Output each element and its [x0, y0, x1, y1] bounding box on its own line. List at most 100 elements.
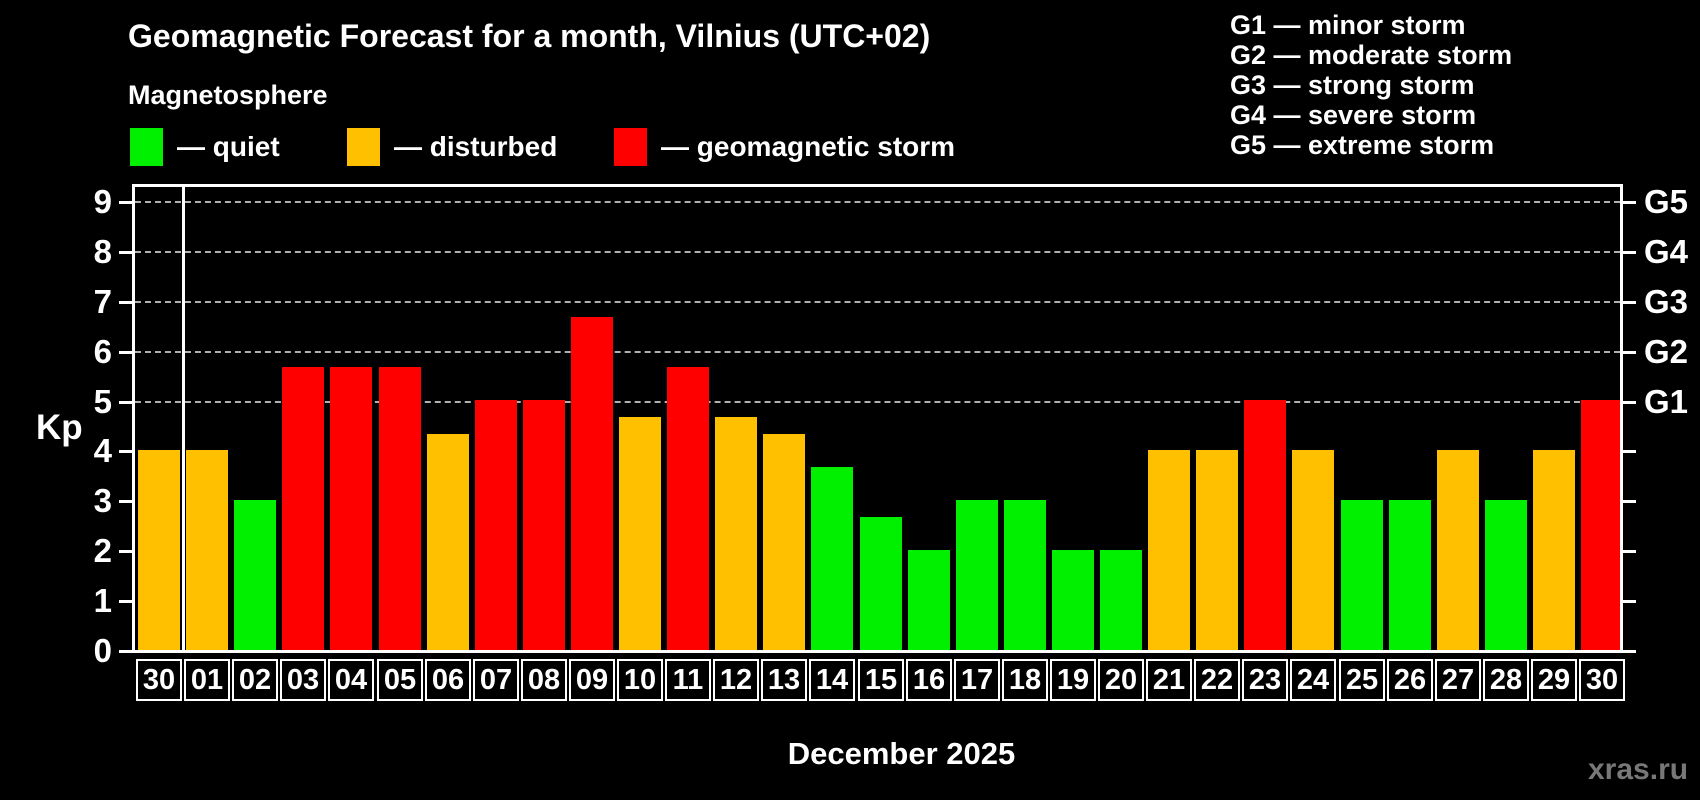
subtitle-magnetosphere: Magnetosphere [128, 80, 328, 110]
kp-bar-day-25 [1341, 500, 1383, 650]
y-axis-label-1: 1 [93, 582, 112, 619]
x-axis-day-box: 29 [1531, 659, 1577, 701]
y-axis-tick-left-4 [119, 450, 132, 453]
y-axis-tick-left-0 [119, 650, 132, 653]
x-axis-day-box: 28 [1483, 659, 1529, 701]
kp-bar-day-04 [330, 367, 372, 650]
kp-bar-day-06 [427, 434, 469, 650]
x-axis-day-box: 03 [280, 659, 326, 701]
x-axis-day-box: 01 [184, 659, 230, 701]
kp-bar-day-05 [379, 367, 421, 650]
x-axis-title-month: December 2025 [787, 736, 1016, 771]
y-axis-label-3: 3 [93, 482, 112, 519]
kp-bar-day-26 [1389, 500, 1431, 650]
g-axis-label-g4: G4 [1644, 233, 1689, 270]
y-axis-tick-right-3 [1623, 500, 1636, 503]
y-axis-label-7: 7 [93, 283, 112, 320]
g-scale-item-g2: G2 — moderate storm [1230, 40, 1513, 70]
kp-bar-day-30 [1581, 400, 1623, 650]
y-axis-tick-left-3 [119, 500, 132, 503]
y-axis-label-0: 0 [93, 632, 112, 669]
kp-bar-day-27 [1437, 450, 1479, 650]
y-axis-label-9: 9 [93, 183, 112, 220]
x-axis-day-box: 06 [425, 659, 471, 701]
y-axis-tick-left-2 [119, 550, 132, 553]
kp-bar-day-10 [619, 417, 661, 650]
kp-bar-day-03 [282, 367, 324, 650]
legend-item-storm: — geomagnetic storm [614, 126, 955, 168]
y-axis-label-2: 2 [93, 532, 112, 569]
legend-label-quiet: — quiet [177, 131, 280, 162]
kp-bar-day-13 [763, 434, 805, 650]
y-axis-tick-right-1 [1623, 600, 1636, 603]
gridline-kp-9 [135, 201, 1620, 203]
y-axis-tick-left-6 [119, 351, 132, 354]
x-axis-day-box: 30 [1579, 659, 1625, 701]
x-axis-day-box: 26 [1387, 659, 1433, 701]
x-axis-day-box: 08 [521, 659, 567, 701]
y-axis-tick-right-9 [1623, 201, 1636, 204]
x-axis-day-box: 18 [1002, 659, 1048, 701]
y-axis-label-5: 5 [93, 383, 112, 420]
quiet-color-swatch [130, 128, 163, 166]
x-axis-day-box: 23 [1242, 659, 1288, 701]
x-axis-day-box: 30 [136, 659, 182, 701]
y-axis-tick-right-7 [1623, 301, 1636, 304]
legend-item-quiet: — quiet [130, 126, 280, 168]
y-axis-tick-right-6 [1623, 351, 1636, 354]
kp-bar-day-07 [475, 400, 517, 650]
x-axis-day-box: 24 [1290, 659, 1336, 701]
y-axis-tick-left-9 [119, 201, 132, 204]
y-axis-tick-left-1 [119, 600, 132, 603]
kp-bar-day-12 [715, 417, 757, 650]
page-title: Geomagnetic Forecast for a month, Vilniu… [128, 18, 931, 54]
y-axis-tick-right-4 [1623, 450, 1636, 453]
kp-bar-day-23 [1244, 400, 1286, 650]
x-axis-day-box: 19 [1050, 659, 1096, 701]
x-axis-day-box: 17 [954, 659, 1000, 701]
kp-bar-day-01 [186, 450, 228, 650]
y-axis-label-6: 6 [93, 333, 112, 370]
y-axis-tick-left-5 [119, 401, 132, 404]
y-axis-tick-right-8 [1623, 251, 1636, 254]
g-scale-item-g1: G1 — minor storm [1230, 10, 1466, 40]
watermark-xras: xras.ru [1588, 753, 1689, 786]
kp-bar-day-16 [908, 550, 950, 650]
y-axis-label-8: 8 [93, 233, 112, 270]
g-scale-item-g3: G3 — strong storm [1230, 70, 1475, 100]
g-scale-legend: G1 — minor storm G2 — moderate storm G3 … [1230, 10, 1512, 160]
kp-bar-day-29 [1533, 450, 1575, 650]
storm-color-swatch [614, 128, 647, 166]
gridline-kp-7 [135, 301, 1620, 303]
x-axis-day-box: 12 [713, 659, 759, 701]
kp-bar-day-22 [1196, 450, 1238, 650]
x-axis-day-box: 09 [569, 659, 615, 701]
y-axis-tick-right-0 [1623, 650, 1636, 653]
kp-bar-day-30 [138, 450, 180, 650]
y-axis-tick-right-2 [1623, 550, 1636, 553]
kp-bar-day-15 [860, 517, 902, 650]
kp-bar-day-19 [1052, 550, 1094, 650]
x-axis-day-box: 13 [761, 659, 807, 701]
y-axis-title-kp: Kp [36, 408, 83, 447]
x-axis-day-box: 15 [858, 659, 904, 701]
gridline-kp-5 [135, 401, 1620, 403]
g-axis-label-g1: G1 [1644, 383, 1689, 420]
g-scale-item-g5: G5 — extreme storm [1230, 130, 1495, 160]
g-scale-item-g4: G4 — severe storm [1230, 100, 1477, 130]
legend-item-disturbed: — disturbed [347, 126, 557, 168]
gridline-kp-8 [135, 251, 1620, 253]
kp-bar-day-09 [571, 317, 613, 650]
y-axis-tick-left-7 [119, 301, 132, 304]
g-axis-label-g2: G2 [1644, 333, 1689, 370]
kp-bar-day-28 [1485, 500, 1527, 650]
gridline-kp-6 [135, 351, 1620, 353]
prev-month-separator-line [182, 187, 185, 650]
x-axis-day-box: 02 [232, 659, 278, 701]
disturbed-color-swatch [347, 128, 380, 166]
y-axis-label-4: 4 [93, 432, 112, 469]
g-axis-label-g5: G5 [1644, 183, 1689, 220]
x-axis-day-box: 04 [328, 659, 374, 701]
x-axis-day-box: 27 [1435, 659, 1481, 701]
x-axis-day-box: 21 [1146, 659, 1192, 701]
